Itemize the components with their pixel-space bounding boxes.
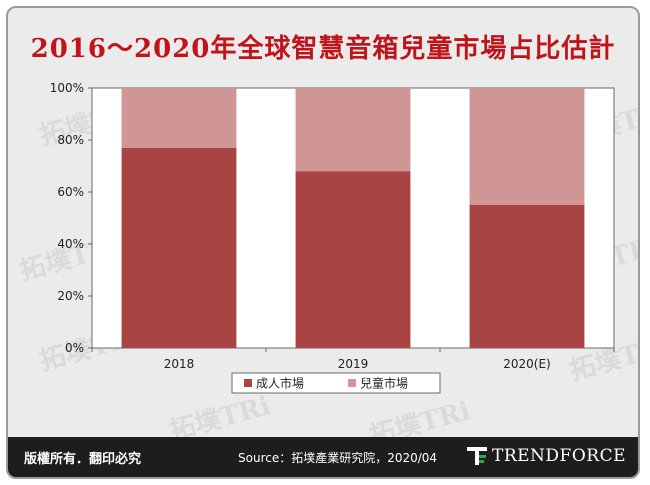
bar-segment-adult (121, 147, 237, 348)
copyright-notice: 版權所有．翻印必究 (24, 452, 142, 467)
legend-swatch (244, 379, 252, 387)
legend-swatch (348, 379, 356, 387)
footer-bar: 版權所有．翻印必究 Source：拓墣產業研究院，2020/04 TRENDFO… (8, 437, 638, 477)
source-note: Source：拓墣產業研究院，2020/04 (238, 451, 438, 465)
y-tick-label: 20% (57, 289, 84, 303)
brand-logo: TRENDFORCE (466, 445, 626, 467)
bar-segment-children (121, 88, 237, 148)
brand-name: TRENDFORCE (491, 446, 626, 466)
y-tick-label: 40% (57, 237, 84, 251)
legend-label: 成人市場 (256, 376, 304, 391)
y-tick-label: 100% (50, 81, 84, 95)
chart-title: 2016～2020年全球智慧音箱兒童市場占比估計 (30, 34, 616, 64)
bar-segment-adult (469, 205, 585, 348)
bar-segment-adult (295, 171, 411, 348)
x-tick-label: 2019 (338, 357, 369, 371)
y-tick-label: 60% (57, 185, 84, 199)
y-tick-label: 0% (65, 341, 84, 355)
bar-segment-children (295, 88, 411, 172)
legend-box (231, 372, 441, 394)
x-tick-label: 2020(E) (503, 357, 550, 371)
legend-label: 兒童市場 (360, 376, 408, 391)
x-tick-label: 2018 (164, 357, 195, 371)
y-tick-label: 80% (57, 133, 84, 147)
bar-segment-children (469, 88, 585, 205)
trendforce-logo-icon (466, 447, 487, 465)
